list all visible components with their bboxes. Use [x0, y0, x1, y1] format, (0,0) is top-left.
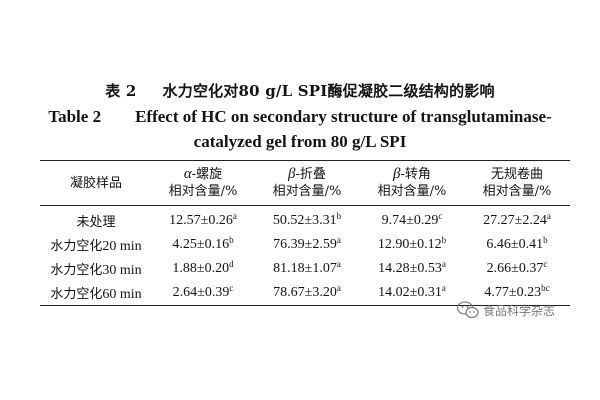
- table-cell: 4.77±0.23bc: [464, 281, 570, 306]
- row-label: 水力空化20 min: [40, 233, 152, 257]
- cell-sig-letter: c: [229, 283, 234, 293]
- header-greek: β: [393, 166, 401, 182]
- table-cell: 78.67±3.20a: [254, 281, 360, 306]
- header-random-coil: 无规卷曲 相对含量/%: [464, 161, 570, 206]
- header-name: -螺旋: [191, 167, 223, 182]
- header-sub: 相对含量/%: [377, 184, 447, 199]
- cell-value: 50.52±3.31: [272, 213, 337, 228]
- table-label-en: Table 2: [48, 107, 102, 126]
- cell-value: 4.77±0.23: [484, 285, 542, 300]
- cell-value: 2.64±0.39: [172, 285, 230, 300]
- table-cell: 27.27±2.24a: [464, 206, 570, 234]
- row-label-text: 水力空化: [50, 287, 103, 302]
- cell-value: 76.39±2.59: [273, 237, 337, 252]
- table-cell: 2.66±0.37c: [464, 257, 570, 281]
- cell-value: 12.90±0.12: [377, 237, 442, 252]
- header-sub: 相对含量/%: [168, 184, 238, 199]
- cell-value: 1.88±0.20: [172, 261, 230, 276]
- cell-value: 14.28±0.53: [378, 261, 442, 276]
- cell-sig-letter: a: [441, 259, 446, 269]
- table-cell: 2.64±0.39c: [152, 281, 254, 306]
- cell-value: 6.46±0.41: [486, 237, 544, 252]
- table-row: 未处理 12.57±0.26a 50.52±3.31b 9.74±0.29c 2…: [40, 206, 570, 234]
- table-cell: 14.28±0.53a: [360, 257, 464, 281]
- row-label-num: 20 min: [102, 239, 142, 254]
- cell-sig-letter: c: [438, 211, 443, 221]
- header-name: -折叠: [295, 167, 326, 182]
- cell-sig-letter: b: [229, 235, 234, 245]
- row-label: 水力空化30 min: [40, 257, 152, 281]
- cell-value: 81.18±1.07: [273, 261, 337, 276]
- cell-value: 9.74±0.29: [381, 213, 439, 228]
- row-label: 未处理: [40, 206, 152, 234]
- cell-sig-letter: bc: [541, 283, 550, 293]
- header-gel-sample: 凝胶样品: [69, 175, 122, 191]
- table-label-cn: 表 2: [105, 82, 137, 100]
- cell-value: 78.67±3.20: [273, 285, 337, 300]
- table-cell: 14.02±0.31a: [360, 281, 464, 306]
- table-title-cn-text: 水力空化对80 g/L SPI酶促凝胶二级结构的影响: [162, 82, 495, 100]
- table-cell: 9.74±0.29c: [360, 206, 464, 234]
- table-row: 水力空化30 min 1.88±0.20d 81.18±1.07a 14.28±…: [40, 257, 570, 281]
- cell-sig-letter: a: [336, 283, 341, 293]
- header-name: 无规卷曲: [490, 167, 543, 182]
- cell-value: 12.57±0.26: [169, 213, 233, 228]
- table-cell: 76.39±2.59a: [254, 233, 360, 257]
- table-cell: 81.18±1.07a: [254, 257, 360, 281]
- table-cell: 50.52±3.31b: [254, 206, 360, 234]
- secondary-structure-table: 凝胶样品 α-螺旋 相对含量/% β-折叠 相对含量/% β-转角 相对含量/%…: [40, 160, 570, 306]
- table-cell: 6.46±0.41b: [464, 233, 570, 257]
- cell-sig-letter: b: [543, 235, 548, 245]
- cell-sig-letter: b: [441, 235, 447, 245]
- table-cell: 12.57±0.26a: [152, 206, 254, 234]
- table-title-en-line2: catalyzed gel from 80 g/L SPI: [193, 132, 407, 151]
- cell-sig-letter: c: [543, 259, 548, 269]
- cell-sig-letter: a: [232, 211, 237, 221]
- header-name: -转角: [400, 167, 431, 182]
- header-beta-turn: β-转角 相对含量/%: [360, 161, 464, 206]
- header-sub: 相对含量/%: [482, 184, 552, 199]
- table-cell: 12.90±0.12b: [360, 233, 464, 257]
- header-alpha-helix: α-螺旋 相对含量/%: [152, 161, 254, 206]
- cell-sig-letter: b: [336, 211, 342, 221]
- header-greek: β: [288, 166, 296, 182]
- cell-value: 27.27±2.24: [483, 213, 547, 228]
- row-label-text: 水力空化: [50, 263, 103, 278]
- cell-sig-letter: a: [336, 259, 341, 269]
- header-greek: α: [183, 166, 192, 182]
- cell-value: 2.66±0.37: [486, 261, 544, 276]
- table-row: 水力空化60 min 2.64±0.39c 78.67±3.20a 14.02±…: [40, 281, 570, 306]
- table-title-en-text1: Effect of HC on secondary structure of t…: [135, 107, 552, 126]
- row-label-num: 30 min: [102, 263, 142, 278]
- row-label: 水力空化60 min: [40, 281, 152, 306]
- table-cell: 4.25±0.16b: [152, 233, 254, 257]
- header-sub: 相对含量/%: [272, 184, 342, 199]
- table-header-row: 凝胶样品 α-螺旋 相对含量/% β-折叠 相对含量/% β-转角 相对含量/%…: [40, 160, 570, 206]
- watermark-text: 食品科学杂志: [483, 303, 556, 318]
- cell-sig-letter: d: [229, 259, 234, 269]
- table-title-en-line1: Table 2 Effect of HC on secondary structu…: [0, 107, 600, 127]
- table-cell: 1.88±0.20d: [152, 257, 254, 281]
- row-label-num: 60 min: [102, 287, 142, 302]
- header-beta-sheet: β-折叠 相对含量/%: [254, 161, 360, 206]
- table-row: 水力空化20 min 4.25±0.16b 76.39±2.59a 12.90±…: [40, 233, 570, 257]
- wechat-icon: [457, 301, 479, 319]
- table-title-cn: 表 2 水力空化对80 g/L SPI酶促凝胶二级结构的影响: [0, 80, 600, 101]
- cell-sig-letter: a: [546, 211, 551, 221]
- row-label-text: 未处理: [76, 215, 116, 230]
- cell-value: 4.25±0.16: [172, 237, 230, 252]
- cell-sig-letter: a: [441, 283, 446, 293]
- row-label-text: 水力空化: [50, 239, 103, 254]
- cell-value: 14.02±0.31: [378, 285, 442, 300]
- watermark: 食品科学杂志: [457, 300, 555, 320]
- cell-sig-letter: a: [336, 235, 341, 245]
